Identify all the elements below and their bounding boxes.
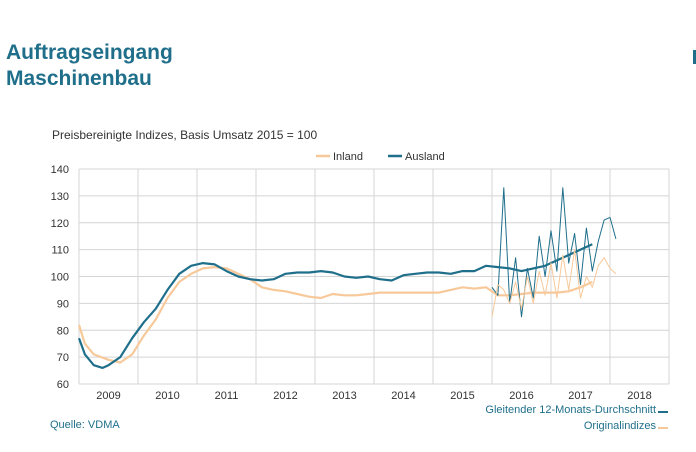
y-tick-label: 60 <box>57 379 69 391</box>
y-tick-label: 110 <box>51 245 69 257</box>
x-tick-label: 2013 <box>332 390 356 402</box>
series-line-inland-original <box>491 249 617 317</box>
y-tick-label: 90 <box>57 298 69 310</box>
y-tick-label: 120 <box>51 218 69 230</box>
title-line-2: Maschinenbau <box>6 67 152 90</box>
page-title: Auftragseingang Maschinenbau <box>6 40 173 92</box>
y-tick-label: 80 <box>57 325 69 337</box>
x-tick-label: 2010 <box>155 390 179 402</box>
x-tick-label: 2015 <box>450 390 474 402</box>
series-line-inland-smoothed <box>77 266 593 364</box>
legend-label-ausland: Ausland <box>405 151 445 163</box>
y-tick-label: 130 <box>51 191 69 203</box>
x-tick-label: 2018 <box>627 390 651 402</box>
note-original-swatch <box>658 427 668 429</box>
x-tick-label: 2011 <box>215 390 239 402</box>
y-tick-label: 70 <box>57 352 69 364</box>
note-smoothed: Gleitender 12-Monats-Durchschnitt <box>485 404 656 416</box>
source-note: Quelle: VDMA <box>50 419 120 431</box>
x-tick-label: 2014 <box>391 390 415 402</box>
x-tick-label: 2009 <box>96 390 120 402</box>
title-line-1: Auftragseingang <box>6 41 173 64</box>
x-tick-label: 2016 <box>509 390 533 402</box>
series-line-ausland-original <box>491 187 617 318</box>
right-edge-accent <box>693 50 696 64</box>
x-tick-label: 2017 <box>568 390 592 402</box>
y-tick-label: 140 <box>51 164 69 176</box>
chart-subtitle: Preisbereinigte Indizes, Basis Umsatz 20… <box>52 128 318 142</box>
note-smoothed-swatch <box>658 411 668 413</box>
x-tick-label: 2012 <box>273 390 297 402</box>
legend-label-inland: Inland <box>333 151 363 163</box>
series-line-ausland-smoothed <box>77 243 593 369</box>
y-tick-label: 100 <box>51 272 69 284</box>
note-original: Originalindizes <box>583 420 656 432</box>
